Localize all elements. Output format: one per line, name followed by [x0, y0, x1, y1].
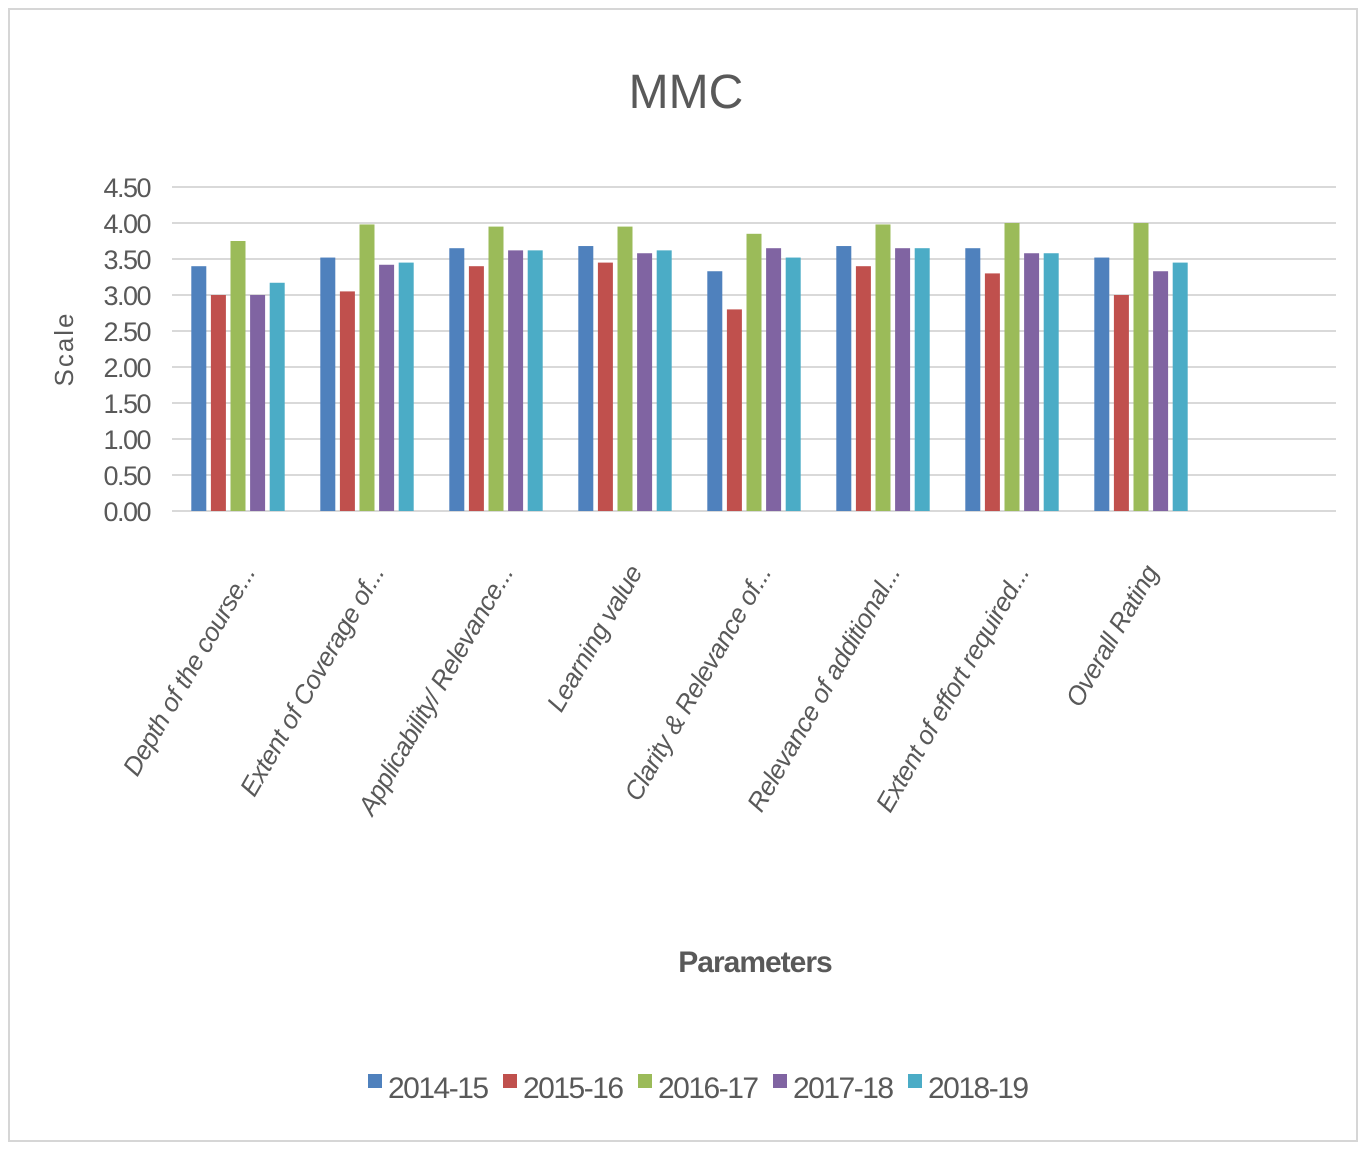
bar-2016-17-3 — [488, 226, 504, 511]
bar-2017-18-8 — [1153, 271, 1169, 511]
bar-2016-17-7 — [1004, 223, 1020, 511]
legend-swatch-2015-16 — [503, 1074, 517, 1088]
y-axis-ticks: 0.00 0.50 1.00 1.50 2.00 2.50 3.00 3.50 4.00 4.50 — [103, 173, 152, 527]
y-tick-label: 4.00 — [103, 209, 150, 239]
y-tick-label: 3.00 — [103, 281, 150, 311]
bar-2014-15-6 — [836, 246, 852, 512]
legend: 2014-15 2015-16 2016-17 2017-18 2018-19 — [368, 1072, 1030, 1105]
chart-frame — [8, 8, 1358, 1142]
legend-label: 2014-15 — [388, 1072, 488, 1105]
bars — [191, 223, 1188, 512]
bar-2018-19-7 — [1043, 253, 1059, 512]
y-tick-label: 1.50 — [103, 389, 150, 419]
bar-2016-17-1 — [230, 241, 246, 511]
bar-2015-16-1 — [210, 295, 226, 511]
x-tick-label: Relevance of additional... — [741, 560, 906, 817]
legend-label: 2017-18 — [793, 1072, 893, 1105]
legend-label: 2015-16 — [523, 1072, 623, 1105]
bar-2016-17-4 — [617, 226, 633, 511]
bar-2014-15-4 — [578, 246, 594, 512]
y-tick-label: 4.50 — [103, 173, 150, 203]
y-tick-label: 2.50 — [103, 317, 150, 347]
bar-2017-18-4 — [637, 253, 653, 512]
bar-2018-19-4 — [656, 250, 672, 512]
bar-2015-16-4 — [597, 262, 613, 511]
bar-2017-18-6 — [895, 248, 911, 511]
bar-2015-16-8 — [1113, 295, 1129, 511]
y-tick-label: 2.00 — [103, 353, 150, 383]
bar-2016-17-6 — [875, 224, 891, 511]
bar-2018-19-6 — [914, 248, 930, 511]
bar-2018-19-1 — [269, 282, 285, 511]
bar-2014-15-5 — [707, 271, 723, 511]
x-tick-label: Clarity & Relevance of... — [618, 560, 777, 806]
y-tick-label: 1.00 — [103, 425, 150, 455]
y-tick-label: 0.50 — [103, 461, 150, 491]
y-tick-label: 3.50 — [103, 245, 150, 275]
legend-swatch-2016-17 — [638, 1074, 652, 1088]
bar-2014-15-8 — [1094, 257, 1110, 511]
bar-2018-19-5 — [785, 257, 801, 511]
x-axis-ticks: Depth of the course...Extent of Coverage… — [116, 559, 1164, 822]
x-axis-label: Parameters — [678, 946, 832, 979]
bar-2017-18-2 — [379, 264, 395, 511]
legend-swatch-2014-15 — [368, 1074, 382, 1088]
bar-2015-16-2 — [339, 291, 355, 511]
bar-2014-15-3 — [449, 248, 465, 511]
x-tick-label: Extent of effort required... — [870, 560, 1036, 817]
bar-2014-15-7 — [965, 248, 981, 511]
chart-title: MMC — [629, 66, 744, 119]
bar-2015-16-6 — [855, 266, 871, 511]
bar-2016-17-5 — [746, 233, 762, 512]
bar-2018-19-8 — [1172, 262, 1188, 511]
bar-2018-19-3 — [527, 250, 543, 512]
bar-2017-18-1 — [250, 295, 266, 511]
y-tick-label: 0.00 — [103, 497, 150, 527]
x-tick-label: Extent of Coverage of... — [234, 560, 391, 801]
bar-2015-16-7 — [984, 273, 1000, 511]
x-tick-label: Overall Rating — [1059, 559, 1164, 712]
bar-2014-15-1 — [191, 266, 207, 511]
bar-2016-17-8 — [1133, 223, 1149, 511]
legend-label: 2016-17 — [658, 1072, 758, 1105]
legend-swatch-2017-18 — [773, 1074, 787, 1088]
bar-2015-16-5 — [726, 309, 742, 511]
bar-2018-19-2 — [398, 262, 414, 511]
legend-label: 2018-19 — [928, 1072, 1028, 1105]
bar-2017-18-3 — [508, 250, 524, 512]
bar-2015-16-3 — [468, 266, 484, 511]
y-axis-label: Scale — [49, 311, 79, 386]
bar-2017-18-5 — [766, 248, 782, 511]
legend-swatch-2018-19 — [908, 1074, 922, 1088]
bar-2016-17-2 — [359, 224, 375, 511]
x-tick-label: Learning value — [540, 560, 648, 717]
x-tick-label: Depth of the course... — [116, 560, 261, 781]
bar-2014-15-2 — [320, 257, 336, 511]
bar-2017-18-7 — [1024, 253, 1040, 512]
